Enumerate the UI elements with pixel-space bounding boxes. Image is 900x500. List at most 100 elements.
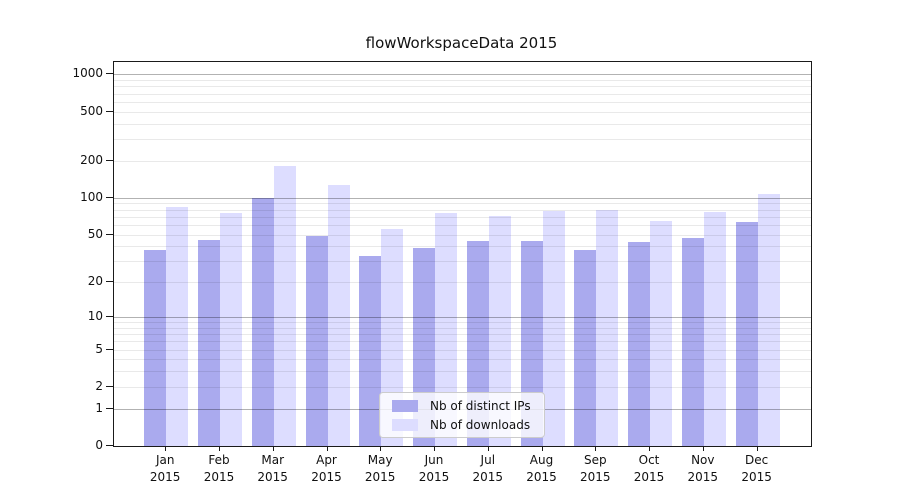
- bar-distinct-ips-may: [359, 256, 382, 446]
- x-tick-mark: [165, 446, 167, 451]
- x-tick-year: 2015: [203, 470, 235, 484]
- y-tick-label: 5: [95, 341, 103, 356]
- x-tick-year: 2015: [311, 470, 342, 484]
- y-tick-label: 1: [95, 400, 103, 415]
- x-tick-year: 2015: [472, 470, 504, 484]
- legend-swatch-distinct-ips: [392, 399, 418, 412]
- x-tick-label-may: May 2015: [351, 452, 409, 486]
- x-tick-mark: [541, 446, 543, 451]
- x-tick-year: 2015: [364, 470, 396, 484]
- y-tick-label: 0: [95, 438, 103, 452]
- minor-gridline: [114, 123, 811, 125]
- x-tick-month: May: [367, 453, 393, 467]
- x-tick-year: 2015: [257, 470, 288, 484]
- x-tick-label-feb: Feb 2015: [190, 452, 248, 486]
- minor-gridline: [114, 334, 811, 336]
- x-tick-mark: [649, 446, 650, 451]
- legend-swatch-downloads: [392, 418, 418, 431]
- x-tick-label-apr: Apr 2015: [298, 452, 356, 486]
- x-tick-label-mar: Mar 2015: [244, 452, 302, 486]
- x-tick-mark: [595, 446, 597, 451]
- x-tick-month: Nov: [691, 453, 715, 467]
- minor-gridline: [114, 261, 811, 263]
- legend-item-distinct-ips: Nb of distinct IPs: [388, 399, 536, 413]
- y-tick-mark: [106, 281, 113, 283]
- minor-gridline: [114, 139, 811, 140]
- bar-downloads-oct: [650, 221, 672, 446]
- minor-gridline: [114, 86, 811, 88]
- minor-gridline: [114, 93, 811, 95]
- minor-gridline: [114, 224, 811, 226]
- y-tick-label: 200: [80, 152, 103, 167]
- y-tick-label: 100: [80, 189, 103, 204]
- minor-gridline: [114, 209, 811, 211]
- minor-gridline: [114, 386, 811, 388]
- x-tick-mark: [326, 446, 328, 451]
- x-tick-year: 2015: [687, 470, 719, 484]
- y-tick-label: 50: [87, 226, 103, 241]
- bar-distinct-ips-oct: [628, 242, 650, 446]
- bar-downloads-mar: [273, 166, 296, 446]
- x-tick-month: Feb: [208, 453, 230, 467]
- x-tick-label-jun: Jun 2015: [405, 452, 463, 486]
- bar-distinct-ips-mar: [251, 197, 274, 446]
- x-tick-mark: [756, 446, 758, 451]
- x-tick-label-nov: Nov 2015: [674, 452, 732, 486]
- bar-downloads-feb: [220, 213, 242, 446]
- x-tick-year: 2015: [149, 470, 181, 484]
- minor-gridline: [114, 359, 811, 361]
- x-tick-mark: [487, 446, 489, 451]
- minor-gridline: [114, 246, 811, 248]
- x-tick-month: Jul: [480, 453, 496, 467]
- bar-downloads-sep: [596, 209, 619, 446]
- legend-label-distinct-ips: Nb of distinct IPs: [430, 398, 531, 413]
- y-tick-mark: [106, 110, 113, 112]
- bar-downloads-jun: [435, 213, 457, 446]
- x-tick-mark: [219, 446, 220, 451]
- x-tick-month: Sep: [583, 453, 607, 467]
- x-tick-month: Jun: [424, 453, 444, 467]
- minor-gridline: [114, 341, 811, 343]
- x-tick-label-jul: Jul 2015: [459, 452, 517, 486]
- bar-downloads-jan: [166, 207, 189, 446]
- bar-distinct-ips-sep: [574, 250, 597, 446]
- x-tick-year: 2015: [418, 470, 450, 484]
- x-tick-year: 2015: [580, 470, 611, 484]
- x-tick-year: 2015: [633, 470, 665, 484]
- legend-item-downloads: Nb of downloads: [388, 418, 536, 432]
- x-tick-month: Oct: [638, 453, 660, 467]
- legend: Nb of distinct IPs Nb of downloads: [379, 392, 545, 438]
- minor-gridline: [114, 216, 811, 218]
- bar-downloads-jul: [488, 215, 511, 446]
- plot-area: Nb of distinct IPs Nb of downloads: [113, 61, 812, 447]
- x-tick-month: Aug: [529, 453, 554, 467]
- x-tick-label-sep: Sep 2015: [566, 452, 624, 486]
- bar-distinct-ips-nov: [681, 237, 704, 446]
- major-gridline: [114, 197, 811, 199]
- x-tick-label-dec: Dec 2015: [728, 452, 786, 486]
- x-tick-month: Apr: [316, 453, 337, 467]
- bar-distinct-ips-apr: [305, 235, 328, 446]
- bar-downloads-may: [381, 229, 404, 446]
- x-tick-label-oct: Oct 2015: [620, 452, 678, 486]
- y-tick-mark: [106, 445, 113, 446]
- x-tick-mark: [702, 446, 704, 451]
- x-tick-month: Dec: [744, 453, 769, 467]
- bar-downloads-dec: [757, 193, 780, 446]
- x-tick-mark: [380, 446, 382, 451]
- x-tick-year: 2015: [526, 470, 557, 484]
- minor-gridline: [114, 203, 811, 205]
- minor-gridline: [114, 322, 811, 324]
- x-tick-label-aug: Aug 2015: [513, 452, 571, 486]
- x-tick-month: Jan: [155, 453, 175, 467]
- minor-gridline: [114, 349, 811, 351]
- minor-gridline: [114, 160, 811, 162]
- bar-distinct-ips-dec: [735, 222, 758, 446]
- bar-downloads-nov: [703, 211, 726, 446]
- major-gridline: [114, 317, 811, 318]
- minor-gridline: [114, 282, 811, 284]
- x-tick-year: 2015: [741, 470, 772, 484]
- y-tick-mark: [106, 348, 113, 350]
- bar-downloads-aug: [542, 210, 565, 446]
- y-tick-mark: [106, 233, 113, 235]
